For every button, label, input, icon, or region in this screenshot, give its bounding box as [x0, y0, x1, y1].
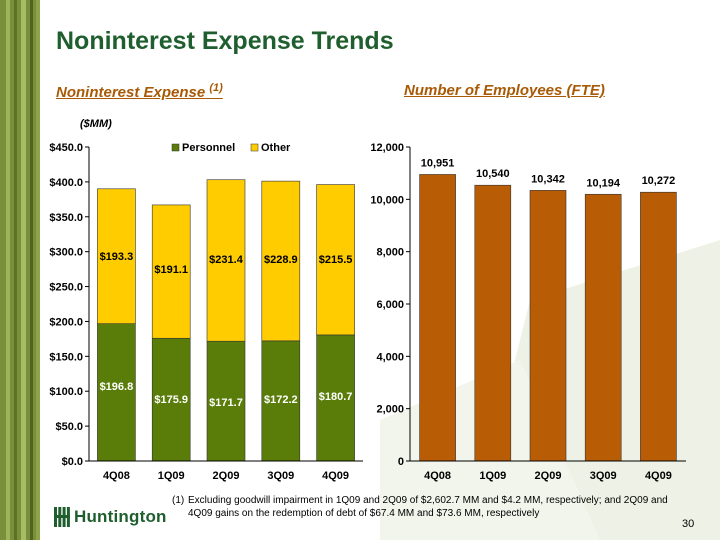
- x-tick-label: 4Q08: [424, 470, 451, 482]
- x-tick-label: 3Q09: [590, 470, 617, 482]
- data-label-employees: 10,194: [586, 177, 621, 189]
- bar-other: [97, 188, 136, 324]
- bar-employees: [419, 174, 456, 462]
- brand-logo: Huntington: [54, 506, 167, 528]
- y-tick-label: $400.0: [49, 177, 83, 189]
- bar-employees: [640, 191, 677, 462]
- data-label-employees: 10,272: [642, 175, 676, 187]
- left-subtitle-note: (1): [209, 82, 223, 94]
- y-tick-label: $150.0: [49, 351, 83, 363]
- legend-label-personnel: Personnel: [182, 142, 235, 154]
- x-tick-label: 4Q09: [322, 470, 349, 482]
- x-tick-label: 3Q09: [267, 470, 294, 482]
- bar-personnel: [97, 323, 136, 462]
- data-label-other: $191.1: [154, 264, 188, 276]
- left-chart-subtitle: Noninterest Expense (1): [56, 82, 223, 101]
- bar-personnel: [206, 340, 246, 462]
- y-tick-label: $350.0: [49, 212, 83, 224]
- data-label-personnel: $180.7: [319, 391, 353, 403]
- y-tick-label: $250.0: [49, 282, 83, 294]
- left-subtitle-text: Noninterest Expense: [56, 84, 206, 101]
- bar-employees: [474, 184, 512, 462]
- y-tick-label: 6,000: [376, 299, 404, 311]
- x-tick-label: 2Q09: [213, 470, 240, 482]
- page-number: 30: [682, 518, 695, 530]
- bar-other: [151, 204, 191, 339]
- y-tick-label: 2,000: [376, 404, 404, 416]
- data-label-employees: 10,342: [531, 173, 565, 185]
- data-label-personnel: $171.7: [209, 397, 243, 409]
- footnote-text: Excluding goodwill impairment in 1Q09 an…: [188, 495, 668, 519]
- data-label-other: $215.5: [319, 254, 353, 266]
- bar-personnel: [261, 340, 301, 462]
- bar-other: [206, 179, 246, 342]
- y-tick-label: 8,000: [376, 247, 404, 259]
- y-tick-label: 10,000: [370, 194, 404, 206]
- x-tick-label: 4Q09: [645, 470, 672, 482]
- y-tick-label: $450.0: [49, 142, 83, 154]
- slide-title: Noninterest Expense Trends: [56, 27, 394, 55]
- right-chart-subtitle: Number of Employees (FTE): [404, 82, 605, 99]
- bar-other: [261, 180, 301, 342]
- data-label-other: $231.4: [209, 254, 244, 266]
- data-label-personnel: $175.9: [154, 394, 188, 406]
- x-tick-label: 1Q09: [479, 470, 506, 482]
- bar-employees: [584, 193, 622, 462]
- bar-other: [316, 184, 355, 336]
- y-tick-label: 4,000: [376, 351, 404, 363]
- data-label-other: $228.9: [264, 254, 298, 266]
- y-tick-label: 0: [398, 456, 404, 468]
- units-label: ($MM): [80, 118, 112, 130]
- brand-name: Huntington: [74, 507, 167, 526]
- bar-personnel: [316, 334, 355, 462]
- data-label-employees: 10,540: [476, 168, 510, 180]
- y-tick-label: $200.0: [49, 316, 83, 328]
- x-tick-label: 4Q08: [103, 470, 130, 482]
- x-tick-label: 2Q09: [535, 470, 562, 482]
- legend-label-other: Other: [261, 142, 291, 154]
- decorative-stripes: [0, 0, 40, 540]
- bar-personnel: [151, 337, 191, 462]
- x-tick-label: 1Q09: [158, 470, 185, 482]
- data-label-personnel: $196.8: [100, 381, 134, 393]
- y-tick-label: $50.0: [55, 421, 83, 433]
- legend-swatch-personnel: [171, 143, 180, 152]
- footnote-marker: (1): [172, 495, 185, 506]
- data-label-employees: 10,951: [421, 157, 455, 169]
- data-label-other: $193.3: [100, 251, 134, 263]
- legend-swatch-other: [250, 143, 259, 152]
- y-tick-label: 12,000: [370, 142, 404, 154]
- y-tick-label: $0.0: [62, 456, 83, 468]
- y-tick-label: $100.0: [49, 386, 83, 398]
- huntington-logo-icon: [54, 507, 70, 527]
- bar-employees: [529, 190, 567, 462]
- footnote: (1) Excluding goodwill impairment in 1Q09…: [172, 494, 712, 520]
- data-label-personnel: $172.2: [264, 394, 298, 406]
- y-tick-label: $300.0: [49, 247, 83, 259]
